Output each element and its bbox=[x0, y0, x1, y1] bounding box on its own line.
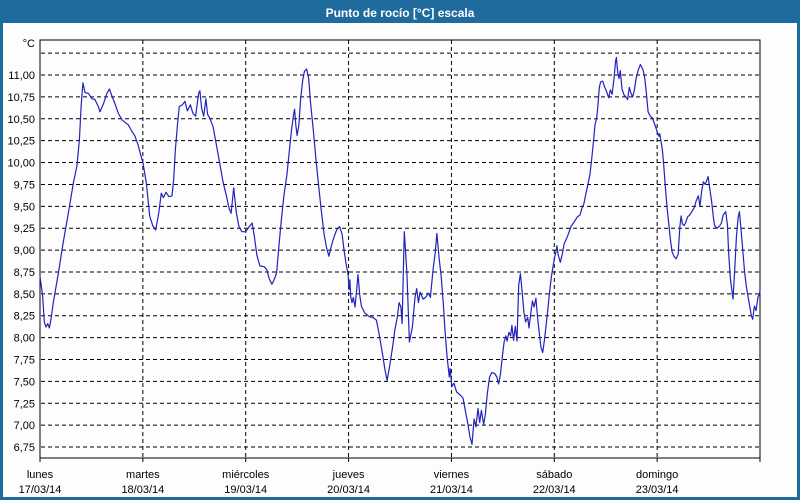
y-tick-label: 7,50 bbox=[14, 376, 35, 388]
y-tick-label: 9,50 bbox=[14, 201, 35, 213]
x-date-label: 17/03/14 bbox=[19, 484, 62, 496]
y-tick-label: 6,75 bbox=[14, 442, 35, 454]
y-tick-label: 7,75 bbox=[14, 355, 35, 367]
y-tick-label: 9,25 bbox=[14, 223, 35, 235]
x-day-label: lunes bbox=[27, 469, 54, 481]
x-day-label: martes bbox=[126, 469, 160, 481]
y-tick-label: 7,25 bbox=[14, 398, 35, 410]
y-tick-label: 10,25 bbox=[7, 136, 35, 148]
y-tick-label: 8,00 bbox=[14, 333, 35, 345]
y-tick-label: 9,75 bbox=[14, 179, 35, 191]
x-day-label: domingo bbox=[636, 469, 678, 481]
x-date-label: 23/03/14 bbox=[636, 484, 679, 496]
x-date-label: 22/03/14 bbox=[533, 484, 576, 496]
plot-area: 11,00 10,75 10,50 10,25 10,00 9,75 9,50 9,25 9,0… bbox=[7, 38, 761, 496]
y-tick-label: 8,75 bbox=[14, 267, 35, 279]
x-day-label: jueves bbox=[332, 469, 365, 481]
x-date-label: 19/03/14 bbox=[224, 484, 267, 496]
y-tick-label: 9,00 bbox=[14, 245, 35, 257]
x-day-label: viernes bbox=[434, 469, 470, 481]
title-bar: Punto de rocío [°C] escala bbox=[3, 3, 797, 23]
x-date-label: 21/03/14 bbox=[430, 484, 473, 496]
dewpoint-series-line bbox=[39, 56, 761, 445]
x-day-label: miércoles bbox=[222, 469, 270, 481]
chart-title: Punto de rocío [°C] escala bbox=[325, 6, 475, 20]
y-tick-label: 10,50 bbox=[7, 114, 35, 126]
y-tick-label: 8,25 bbox=[14, 311, 35, 323]
x-day-label: sábado bbox=[536, 469, 572, 481]
plot-wrap: 11,00 10,75 10,50 10,25 10,00 9,75 9,50 9,25 9,0… bbox=[3, 23, 797, 497]
plot-border bbox=[39, 39, 761, 459]
y-tick-label: 7,00 bbox=[14, 420, 35, 432]
y-tick-label: 11,00 bbox=[8, 70, 35, 82]
x-date-label: 20/03/14 bbox=[327, 484, 370, 496]
x-date-label: 18/03/14 bbox=[121, 484, 164, 496]
y-tick-label: 8,50 bbox=[14, 289, 35, 301]
y-tick-label: 10,75 bbox=[7, 92, 35, 104]
y-tick-label: 10,00 bbox=[7, 158, 35, 170]
y-axis-unit-label: °C bbox=[23, 38, 35, 50]
